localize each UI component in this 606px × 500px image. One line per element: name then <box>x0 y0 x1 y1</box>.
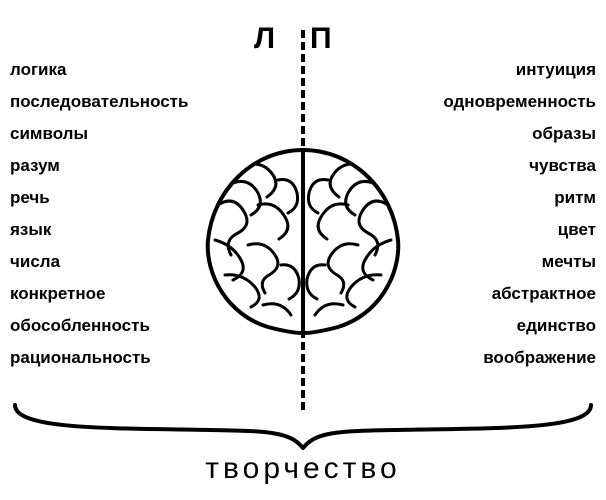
list-item: ритм <box>336 188 596 208</box>
list-item: разум <box>10 156 270 176</box>
left-hemisphere-label: Л <box>254 22 276 56</box>
right-traits-column: интуиция одновременность образы чувства … <box>336 60 596 368</box>
list-item: цвет <box>336 220 596 240</box>
list-item: обособленность <box>10 316 270 336</box>
diagram-stage: Л П логика последовательность символы ра… <box>0 0 606 500</box>
list-item: конкретное <box>10 284 270 304</box>
list-item: чувства <box>336 156 596 176</box>
list-item: логика <box>10 60 270 80</box>
center-divider <box>301 30 305 410</box>
list-item: язык <box>10 220 270 240</box>
list-item: числа <box>10 252 270 272</box>
list-item: рациональность <box>10 348 270 368</box>
list-item: интуиция <box>336 60 596 80</box>
list-item: мечты <box>336 252 596 272</box>
list-item: воображение <box>336 348 596 368</box>
list-item: одновременность <box>336 92 596 112</box>
right-hemisphere-label: П <box>310 22 333 56</box>
list-item: образы <box>336 124 596 144</box>
list-item: единство <box>336 316 596 336</box>
list-item: последовательность <box>10 92 270 112</box>
left-traits-column: логика последовательность символы разум … <box>10 60 270 368</box>
curly-bracket-icon <box>10 400 596 450</box>
list-item: речь <box>10 188 270 208</box>
list-item: абстрактное <box>336 284 596 304</box>
list-item: символы <box>10 124 270 144</box>
synthesis-label: творчество <box>0 452 606 486</box>
